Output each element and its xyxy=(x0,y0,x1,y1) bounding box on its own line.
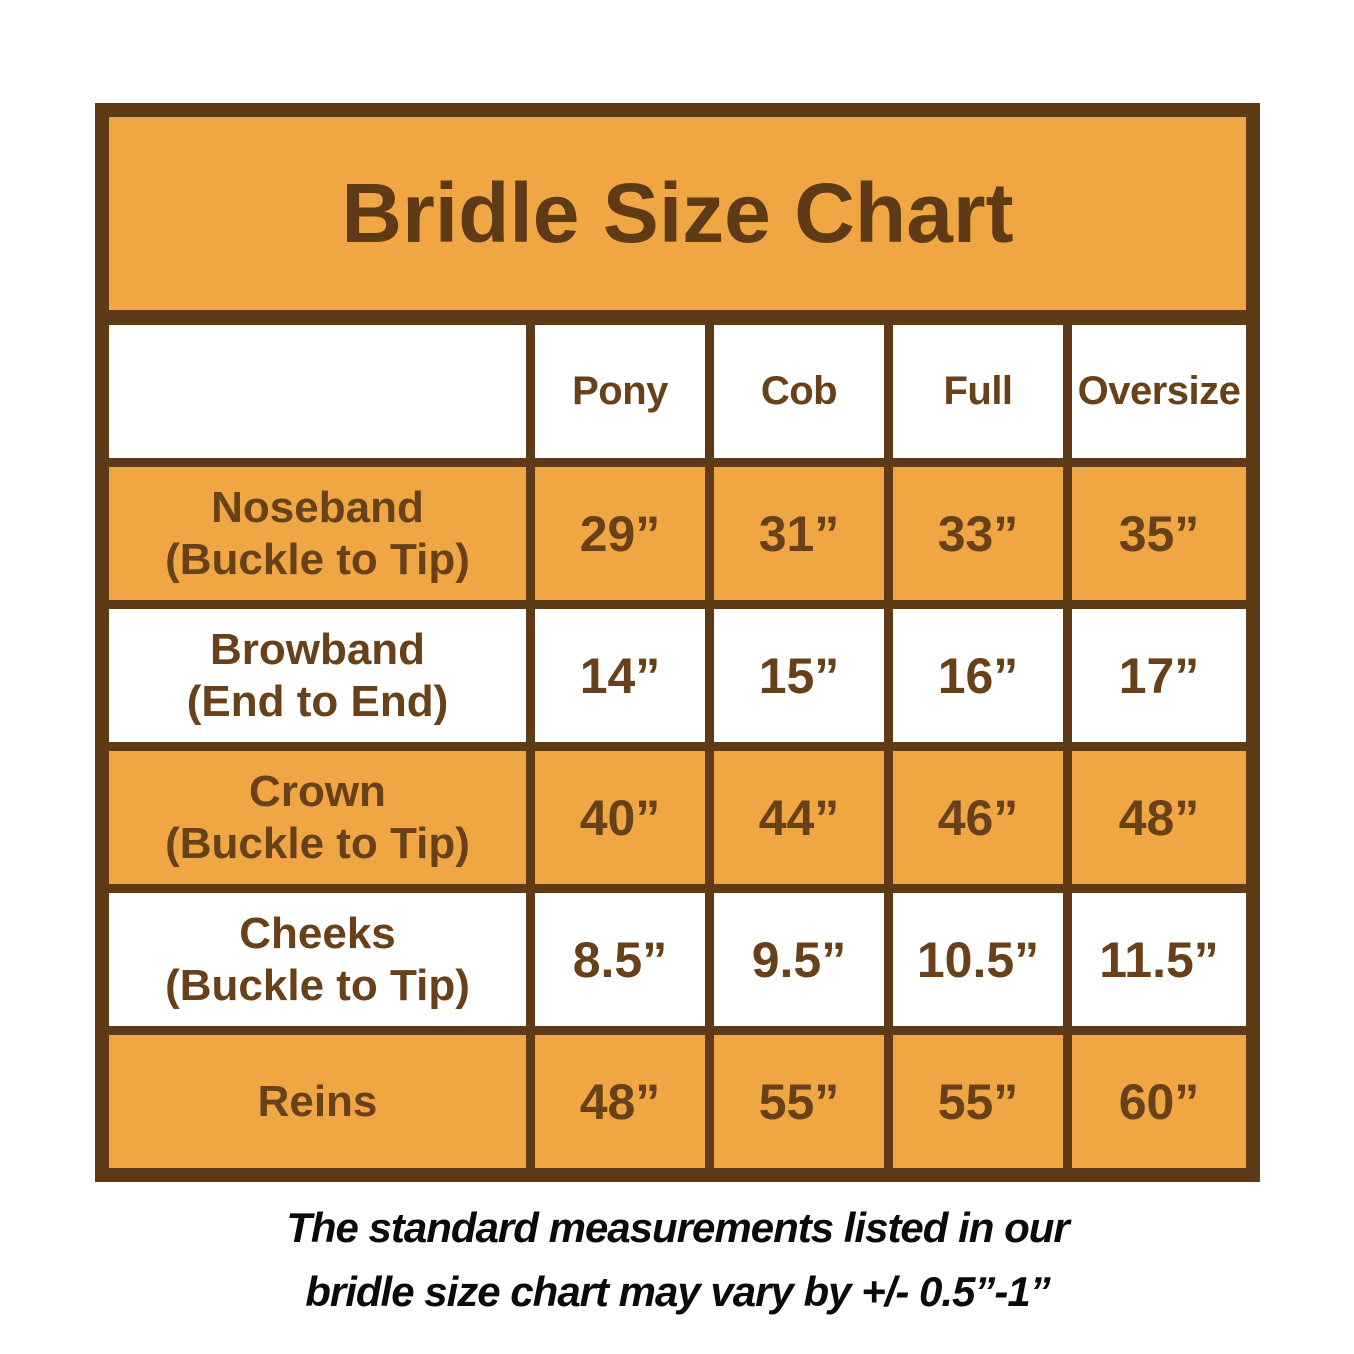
header-pony: Pony xyxy=(535,325,705,458)
row-label-line2: (Buckle to Tip) xyxy=(165,534,470,584)
row-label-line2: (Buckle to Tip) xyxy=(165,818,470,868)
row-label-line2: (End to End) xyxy=(186,676,449,726)
cell-reins-cob: 55” xyxy=(714,1035,884,1168)
footnote-line1: The standard measurements listed in our xyxy=(286,1204,1070,1251)
header-empty-cell xyxy=(109,325,526,458)
row-label-browband: Browband (End to End) xyxy=(109,609,526,742)
chart-title-band: Bridle Size Chart xyxy=(109,117,1246,325)
cell-browband-full: 16” xyxy=(893,609,1063,742)
row-label-cheeks: Cheeks (Buckle to Tip) xyxy=(109,893,526,1026)
chart-title: Bridle Size Chart xyxy=(341,166,1014,260)
cell-noseband-oversize: 35” xyxy=(1072,467,1246,600)
cell-crown-oversize: 48” xyxy=(1072,751,1246,884)
cell-reins-full: 55” xyxy=(893,1035,1063,1168)
header-full: Full xyxy=(893,325,1063,458)
cell-crown-full: 46” xyxy=(893,751,1063,884)
row-label-crown: Crown (Buckle to Tip) xyxy=(109,751,526,884)
row-label-noseband: Noseband (Buckle to Tip) xyxy=(109,467,526,600)
cell-browband-cob: 15” xyxy=(714,609,884,742)
cell-cheeks-full: 10.5” xyxy=(893,893,1063,1026)
cell-noseband-pony: 29” xyxy=(535,467,705,600)
row-label-line1: Cheeks xyxy=(239,908,396,958)
cell-crown-pony: 40” xyxy=(535,751,705,884)
row-label-line1: Noseband xyxy=(211,482,424,532)
footnote-line2: bridle size chart may vary by +/- 0.5”-1… xyxy=(305,1268,1051,1315)
bridle-size-chart: Bridle Size Chart Pony Cob Full Oversize… xyxy=(95,103,1260,1182)
row-label-line1: Crown xyxy=(249,766,386,816)
cell-cheeks-pony: 8.5” xyxy=(535,893,705,1026)
cell-browband-pony: 14” xyxy=(535,609,705,742)
cell-cheeks-oversize: 11.5” xyxy=(1072,893,1246,1026)
footnote: The standard measurements listed in our … xyxy=(95,1196,1260,1324)
header-oversize: Oversize xyxy=(1072,325,1246,458)
cell-noseband-cob: 31” xyxy=(714,467,884,600)
cell-reins-pony: 48” xyxy=(535,1035,705,1168)
row-label-line1: Browband xyxy=(209,624,426,674)
cell-browband-oversize: 17” xyxy=(1072,609,1246,742)
size-table: Pony Cob Full Oversize Noseband (Buckle … xyxy=(109,325,1246,1168)
cell-crown-cob: 44” xyxy=(714,751,884,884)
row-label-reins: Reins xyxy=(109,1035,526,1168)
header-cob: Cob xyxy=(714,325,884,458)
row-label-line2: (Buckle to Tip) xyxy=(165,960,470,1010)
cell-noseband-full: 33” xyxy=(893,467,1063,600)
cell-reins-oversize: 60” xyxy=(1072,1035,1246,1168)
cell-cheeks-cob: 9.5” xyxy=(714,893,884,1026)
row-label-line1: Reins xyxy=(257,1076,378,1126)
